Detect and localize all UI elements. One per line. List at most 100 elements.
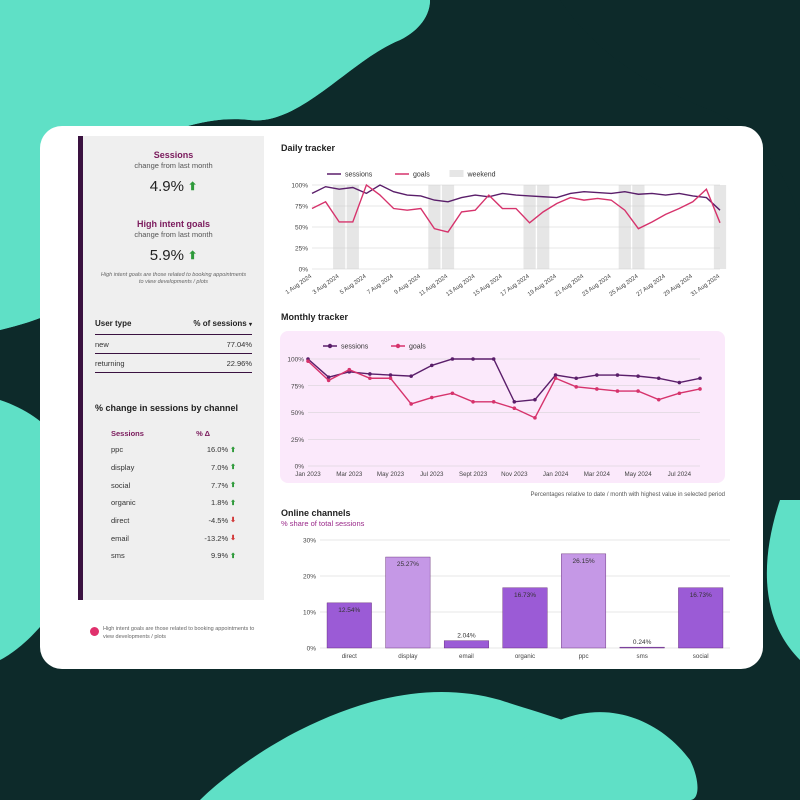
legend-label: goals	[413, 172, 430, 179]
data-point-goals	[326, 378, 331, 383]
y-tick-label: 0%	[295, 464, 305, 471]
arrow-up-icon: ⬆	[230, 482, 236, 490]
channel-label: sms	[111, 551, 125, 561]
bar-data-label: 16.73%	[690, 592, 712, 599]
channel-label: direct	[111, 515, 130, 525]
user-type-label: new	[95, 339, 109, 349]
data-point-goals	[347, 367, 352, 372]
data-point-sessions	[450, 357, 455, 361]
monthly-footnote: Percentages relative to date / month wit…	[530, 492, 725, 498]
daily-tracker-title: Daily tracker	[281, 143, 336, 153]
online-channels-chart: 0% 10% 20% 30% 12.54% direct 25.27% display 2.04…	[303, 538, 730, 660]
x-tick-label: Sept 2023	[459, 471, 488, 478]
bar	[326, 602, 372, 649]
x-tick-label: 7 Aug 2024	[366, 273, 395, 296]
channel-label: organic	[111, 498, 136, 508]
footnote-text: High intent goals are those related to b…	[103, 626, 255, 640]
table-row: sms 9.9% ⬆	[111, 547, 236, 565]
y-tick-label: 30%	[303, 538, 316, 545]
channel-change-value: 1.8% ⬆	[211, 498, 236, 508]
data-point-goals	[698, 387, 702, 391]
table-row: direct -4.5% ⬇	[111, 512, 236, 530]
data-point-sessions	[512, 400, 517, 404]
arrow-up-icon: ⬆	[187, 250, 198, 262]
data-point-goals	[450, 391, 455, 396]
y-tick-label: 100%	[287, 357, 304, 364]
y-tick-label: 20%	[303, 574, 316, 581]
x-tick-label: 5 Aug 2024	[339, 273, 368, 296]
table-row: ppc 16.0% ⬆	[111, 441, 236, 459]
legend-swatch-weekend	[449, 170, 464, 177]
x-tick-label: 3 Aug 2024	[312, 273, 341, 296]
goals-kpi-value: 5.9% ⬆	[83, 247, 264, 264]
goals-kpi-subtitle: change from last month	[134, 230, 213, 239]
series-line-sessions	[311, 184, 721, 211]
x-tick-label: 19 Aug 2024	[527, 273, 559, 298]
goals-kpi-number: 5.9%	[149, 247, 184, 264]
x-tick-label: 29 Aug 2024	[663, 273, 695, 298]
x-tick-label: organic	[515, 653, 535, 660]
channel-header-value: % Δ	[196, 428, 210, 438]
data-point-goals	[533, 416, 537, 420]
bar	[443, 640, 489, 649]
user-type-value: 22.96%	[226, 358, 252, 368]
y-tick-label: 25%	[291, 437, 304, 444]
y-tick-label: 0%	[299, 267, 309, 274]
x-tick-label: 1 Aug 2024	[285, 273, 314, 296]
dashboard-card: Sessions change from last month 4.9% ⬆ H…	[40, 126, 763, 669]
data-point-sessions	[656, 376, 661, 381]
data-point-goals	[512, 406, 517, 411]
monthly-tracker-title: Monthly tracker	[281, 312, 349, 322]
y-tick-label: 25%	[295, 246, 308, 253]
data-point-goals	[368, 376, 372, 381]
data-point-sessions	[326, 375, 331, 379]
data-point-goals	[491, 400, 496, 404]
monthly-tracker-panel	[280, 331, 725, 483]
sessions-kpi-number: 4.9%	[149, 178, 184, 195]
bar	[619, 646, 665, 649]
y-tick-label: 100%	[291, 183, 308, 190]
user-type-header-value[interactable]: % of sessions ▾	[193, 318, 252, 328]
data-point-sessions	[429, 363, 434, 368]
bar	[678, 587, 724, 649]
daily-tracker-chart: sessions goals weekend 0% 25% 50% 75% 100% 1 Aug…	[285, 170, 727, 298]
x-tick-label: 31 Aug 2024	[690, 273, 722, 298]
x-tick-label: ppc	[579, 653, 589, 660]
data-point-sessions	[409, 374, 413, 378]
x-tick-label: May 2024	[625, 471, 653, 478]
bar-data-label: 16.73%	[514, 592, 536, 599]
channel-change-value: 7.7% ⬆	[211, 480, 236, 490]
legend-label: goals	[409, 344, 426, 351]
user-type-header[interactable]: User type % of sessions ▾	[95, 317, 252, 335]
bar	[385, 556, 431, 649]
arrow-down-icon: ⬇	[230, 517, 236, 525]
x-tick-label: Jul 2024	[668, 471, 692, 478]
data-point-goals	[677, 391, 682, 396]
y-tick-label: 10%	[303, 610, 316, 617]
data-point-sessions	[553, 373, 558, 377]
data-point-goals	[409, 402, 413, 406]
bar-data-label: 25.27%	[397, 561, 419, 568]
data-point-goals	[595, 387, 599, 391]
data-point-goals	[574, 385, 579, 389]
bar-data-label: 2.04%	[457, 633, 476, 640]
arrow-up-icon: ⬆	[230, 446, 236, 454]
table-row: organic 1.8% ⬆	[111, 494, 236, 512]
table-row: display 7.0% ⬆	[111, 459, 236, 477]
x-tick-label: Jul 2023	[420, 471, 444, 478]
y-tick-label: 50%	[291, 410, 304, 417]
data-point-sessions	[677, 380, 682, 385]
data-point-sessions	[533, 397, 537, 402]
channel-label: email	[111, 533, 129, 543]
series-line-sessions	[307, 358, 701, 403]
channel-table-header: Sessions % Δ	[111, 429, 236, 438]
data-point-sessions	[636, 374, 640, 378]
sessions-kpi: Sessions change from last month 4.9% ⬆	[83, 150, 264, 195]
goals-note: High intent goals are those related to b…	[100, 272, 247, 286]
channel-label: display	[111, 462, 135, 472]
x-tick-label: display	[398, 653, 418, 660]
channel-change-value: 7.0% ⬆	[211, 462, 236, 472]
user-type-header-label: User type	[95, 318, 132, 328]
table-row: returning 22.96%	[95, 354, 252, 373]
table-row: social 7.7% ⬆	[111, 476, 236, 494]
